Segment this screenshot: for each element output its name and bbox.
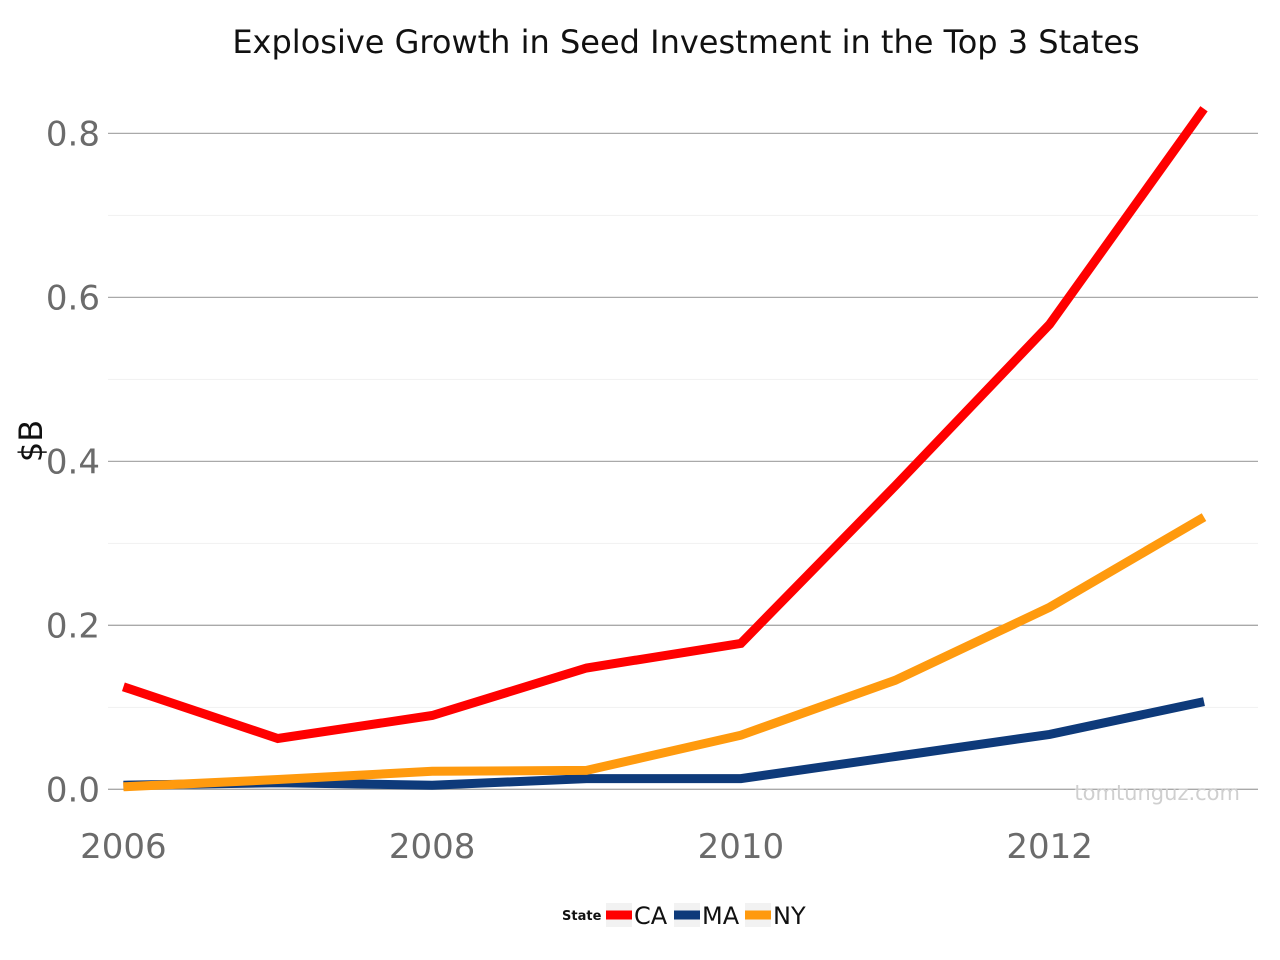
legend-label-ca: CA (634, 902, 668, 930)
chart-title: Explosive Growth in Seed Investment in t… (232, 23, 1139, 61)
series-line-ca (121, 106, 1208, 744)
y-tick-label: 0.4 (46, 442, 100, 482)
y-tick-label: 0.6 (46, 278, 100, 318)
y-axis-label: $B (12, 420, 50, 462)
x-tick-label: 2012 (1006, 827, 1093, 867)
x-tick-label: 2010 (698, 827, 785, 867)
y-tick-label: 0.2 (46, 606, 100, 646)
x-axis-ticks: 2006 2008 2010 2012 (80, 827, 1093, 867)
watermark: tomtunguz.com (1074, 781, 1240, 805)
legend-label-ma: MA (702, 902, 740, 930)
legend-title: State (562, 909, 602, 924)
legend-label-ny: NY (773, 902, 806, 930)
series-line-ny (123, 513, 1207, 792)
y-axis-ticks: 0.0 0.2 0.4 0.6 0.8 (46, 114, 100, 810)
legend: State CA MA NY (562, 902, 806, 930)
legend-items: CA MA NY (606, 902, 806, 930)
series-lines (121, 106, 1208, 792)
grid (108, 132, 1258, 790)
series-line-ma (123, 697, 1205, 790)
x-tick-label: 2008 (389, 827, 476, 867)
y-tick-label: 0.0 (46, 770, 100, 810)
x-tick-label: 2006 (80, 827, 167, 867)
y-tick-label: 0.8 (46, 114, 100, 154)
